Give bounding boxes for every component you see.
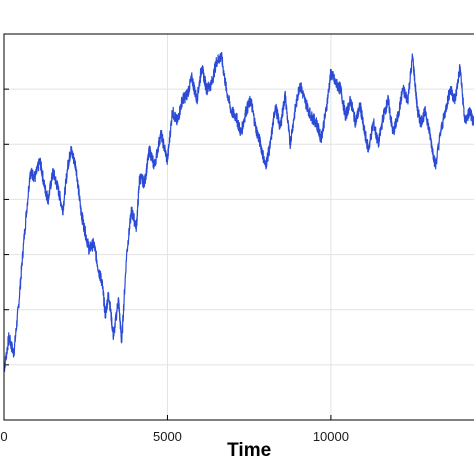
series-layer: [3, 51, 474, 373]
x-axis-label: Time: [227, 440, 271, 461]
x-tick-label-2: 10000: [313, 429, 349, 444]
x-tick-label-0: 0: [0, 429, 7, 444]
x-tick-label-1: 5000: [153, 429, 182, 444]
grid-lines: [4, 34, 474, 420]
x-tick-labels: 0 5000 10000: [0, 429, 349, 444]
plot-frame: [3, 33, 474, 421]
series-line-0: [3, 51, 474, 373]
